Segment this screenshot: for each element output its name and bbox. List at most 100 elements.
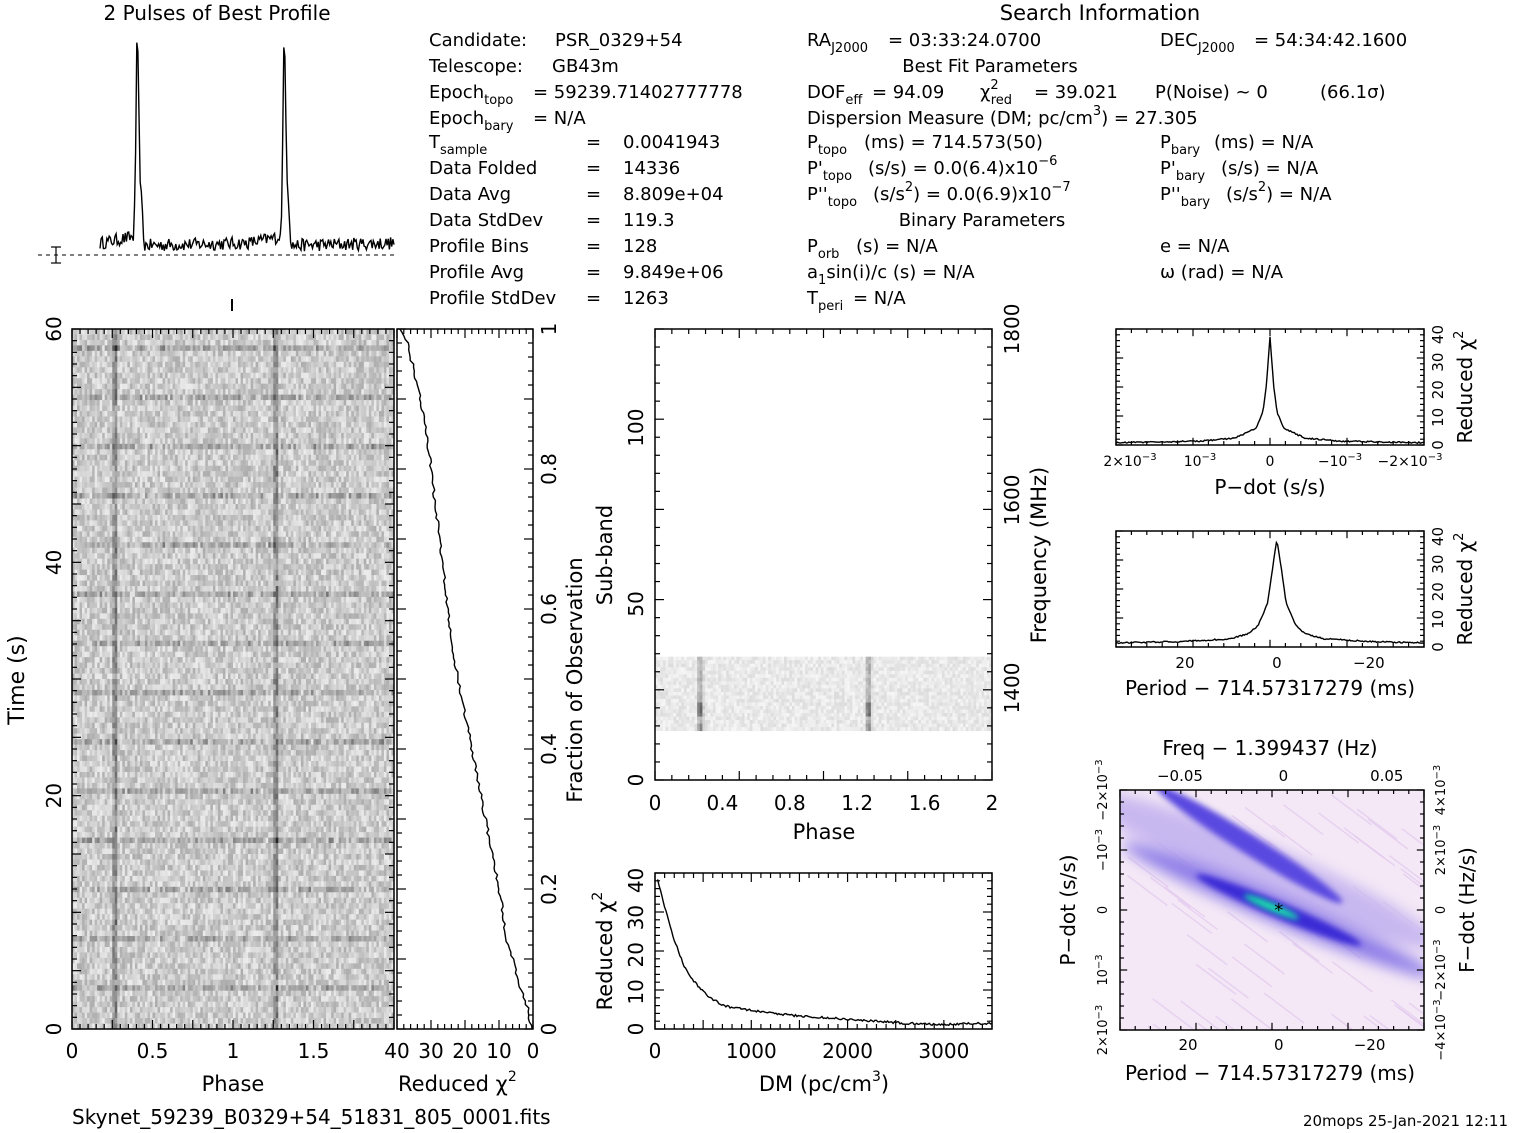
heat-cell <box>195 460 198 466</box>
heat-cell <box>303 373 306 379</box>
heat-cell <box>203 504 206 510</box>
heat-cell <box>100 449 103 455</box>
heat-cell <box>349 362 352 368</box>
heat-cell <box>228 351 231 357</box>
heat-cell <box>349 367 352 373</box>
heat-cell <box>225 509 228 515</box>
heat-cell <box>366 367 369 373</box>
heat-cell <box>351 427 354 433</box>
heat-cell <box>334 406 337 412</box>
heat-cell <box>127 373 130 379</box>
heat-cell <box>329 493 332 499</box>
heat-cell <box>225 406 228 412</box>
heat-cell <box>271 411 274 417</box>
heat-cell <box>314 417 317 423</box>
heat-cell <box>263 482 266 488</box>
heat-cell <box>147 373 150 379</box>
heat-cell <box>339 378 342 384</box>
heat-cell <box>238 384 241 390</box>
heat-cell <box>155 466 158 472</box>
heat-cell <box>258 345 261 351</box>
heat-cell <box>183 373 186 379</box>
heat-cell <box>137 417 140 423</box>
heat-cell <box>140 499 143 505</box>
heat-cell <box>135 433 138 439</box>
heat-cell <box>364 334 367 340</box>
heat-cell <box>122 329 125 335</box>
heat-cell <box>185 477 188 483</box>
heat-cell <box>258 378 261 384</box>
pdot-topo-label: P'topo <box>807 158 852 184</box>
heat-cell <box>268 367 271 373</box>
heat-cell <box>125 329 128 335</box>
heat-cell <box>356 455 359 461</box>
heat-cell <box>371 345 374 351</box>
heat-cell <box>291 384 294 390</box>
heat-cell <box>329 488 332 494</box>
heat-cell <box>223 504 226 510</box>
heat-cell <box>253 400 256 406</box>
heat-cell <box>253 433 256 439</box>
heat-cell <box>283 406 286 412</box>
heat-cell <box>291 389 294 395</box>
heat-cell <box>281 455 284 461</box>
heat-cell <box>225 466 228 472</box>
heat-cell <box>233 482 236 488</box>
heat-cell <box>281 422 284 428</box>
heat-cell <box>190 455 193 461</box>
heat-cell <box>321 334 324 340</box>
heat-cell <box>215 384 218 390</box>
heat-cell <box>75 362 78 368</box>
heat-cell <box>188 329 191 335</box>
heat-cell <box>105 477 108 483</box>
heat-cell <box>145 367 148 373</box>
profile-bins-label: Profile Bins <box>429 236 529 257</box>
heat-cell <box>158 499 161 505</box>
heat-cell <box>80 444 83 450</box>
heat-cell <box>200 378 203 384</box>
heat-cell <box>155 389 158 395</box>
heat-cell <box>155 356 158 362</box>
heat-cell <box>168 395 171 401</box>
heat-cell <box>112 367 115 373</box>
heat-cell <box>218 334 221 340</box>
heat-cell <box>158 471 161 477</box>
heat-cell <box>75 356 78 362</box>
heat-cell <box>122 509 125 515</box>
heat-cell <box>155 345 158 351</box>
heat-cell <box>117 367 120 373</box>
heat-cell <box>361 427 364 433</box>
heat-cell <box>319 384 322 390</box>
heat-cell <box>122 438 125 444</box>
heat-cell <box>100 406 103 412</box>
heat-cell <box>105 438 108 444</box>
heat-cell <box>205 422 208 428</box>
heat-cell <box>77 389 80 395</box>
heat-cell <box>180 504 183 510</box>
heat-cell <box>361 351 364 357</box>
heat-cell <box>122 493 125 499</box>
heat-cell <box>195 471 198 477</box>
heat-cell <box>359 378 362 384</box>
heat-cell <box>190 422 193 428</box>
heat-cell <box>127 460 130 466</box>
heat-cell <box>306 488 309 494</box>
heat-cell <box>389 345 392 351</box>
heat-cell <box>158 362 161 368</box>
heat-cell <box>208 356 211 362</box>
heat-cell <box>329 433 332 439</box>
heat-cell <box>125 345 128 351</box>
heat-cell <box>334 351 337 357</box>
heat-cell <box>306 367 309 373</box>
heat-cell <box>97 340 100 346</box>
heat-cell <box>334 488 337 494</box>
heat-cell <box>374 449 377 455</box>
heat-cell <box>220 362 223 368</box>
heat-cell <box>376 395 379 401</box>
heat-cell <box>195 427 198 433</box>
heat-cell <box>316 389 319 395</box>
heat-cell <box>278 351 281 357</box>
heat-cell <box>112 389 115 395</box>
heat-cell <box>251 499 254 505</box>
heat-cell <box>200 422 203 428</box>
